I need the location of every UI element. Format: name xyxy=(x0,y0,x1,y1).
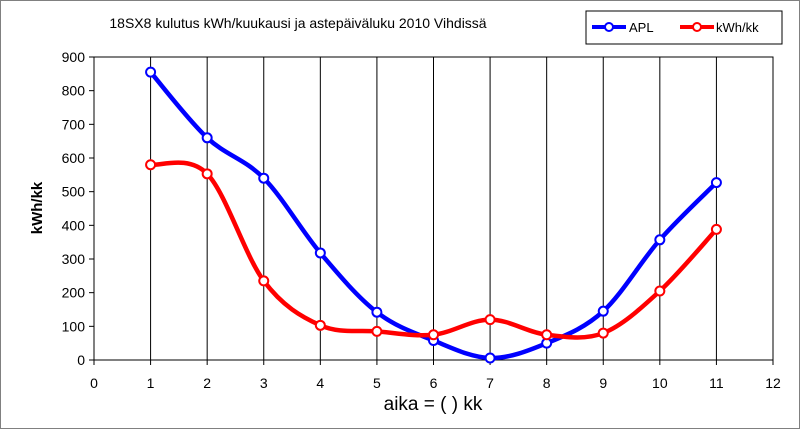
x-tick-label: 10 xyxy=(652,375,668,391)
x-tick-label: 1 xyxy=(147,375,155,391)
x-tick-label: 4 xyxy=(316,375,324,391)
data-point-kwh-kk xyxy=(371,325,383,337)
y-axis-title: kWh/kk xyxy=(29,181,46,234)
y-tick-label: 600 xyxy=(62,150,86,166)
y-tick-label: 700 xyxy=(62,116,86,132)
legend-apl-marker xyxy=(604,22,614,32)
x-tick-label: 8 xyxy=(543,375,551,391)
y-tick-label: 100 xyxy=(62,318,86,334)
legend-apl-label: APL xyxy=(629,20,654,35)
x-tick-label: 5 xyxy=(373,375,381,391)
series-line-apl xyxy=(148,69,719,361)
data-point-apl xyxy=(314,247,326,259)
data-point-kwh-kk xyxy=(201,168,213,180)
data-point-kwh-kk xyxy=(258,275,270,287)
data-point-apl xyxy=(597,305,609,317)
y-tick-label: 0 xyxy=(77,352,85,368)
x-tick-label: 7 xyxy=(486,375,494,391)
y-tick-label: 800 xyxy=(62,83,86,99)
data-point-kwh-kk xyxy=(710,223,722,235)
data-point-kwh-kk xyxy=(597,327,609,339)
data-point-apl xyxy=(710,177,722,189)
x-tick-label: 6 xyxy=(430,375,438,391)
data-point-kwh-kk xyxy=(314,319,326,331)
data-point-apl xyxy=(258,172,270,184)
y-tick-label: 900 xyxy=(62,49,86,65)
y-tick-label: 400 xyxy=(62,217,86,233)
data-point-apl xyxy=(371,306,383,318)
x-tick-label: 0 xyxy=(90,375,98,391)
data-point-kwh-kk xyxy=(654,285,666,297)
data-point-apl xyxy=(201,132,213,144)
data-point-apl xyxy=(654,234,666,246)
data-point-kwh-kk xyxy=(145,159,157,171)
axis-ticks: 0 1 2 3 4 5 6 7 8 9 10 11 12010020030040050060070080… xyxy=(62,49,781,391)
x-tick-label: 9 xyxy=(599,375,607,391)
x-tick-label: 11 xyxy=(709,375,724,391)
legend-kwh-label: kWh/kk xyxy=(716,20,759,35)
data-point-kwh-kk xyxy=(541,329,553,341)
x-tick-label: 3 xyxy=(260,375,268,391)
x-tick-label: 12 xyxy=(765,375,781,391)
x-axis-title: aika = ( ) kk xyxy=(384,394,483,415)
y-tick-label: 200 xyxy=(62,285,86,301)
legend: APL kWh/kk xyxy=(585,10,783,45)
legend-kwh-marker xyxy=(692,22,702,32)
data-point-kwh-kk xyxy=(428,329,439,341)
y-tick-label: 500 xyxy=(62,184,86,200)
series-group xyxy=(145,66,722,364)
grid xyxy=(150,57,717,360)
data-point-kwh-kk xyxy=(484,314,496,326)
chart-title: 18SX8 kulutus kWh/kuukausi ja astepäiväl… xyxy=(109,15,486,31)
x-tick-label: 2 xyxy=(203,375,211,391)
data-point-apl xyxy=(484,352,496,364)
y-tick-label: 300 xyxy=(62,251,86,267)
data-point-apl xyxy=(145,66,157,78)
